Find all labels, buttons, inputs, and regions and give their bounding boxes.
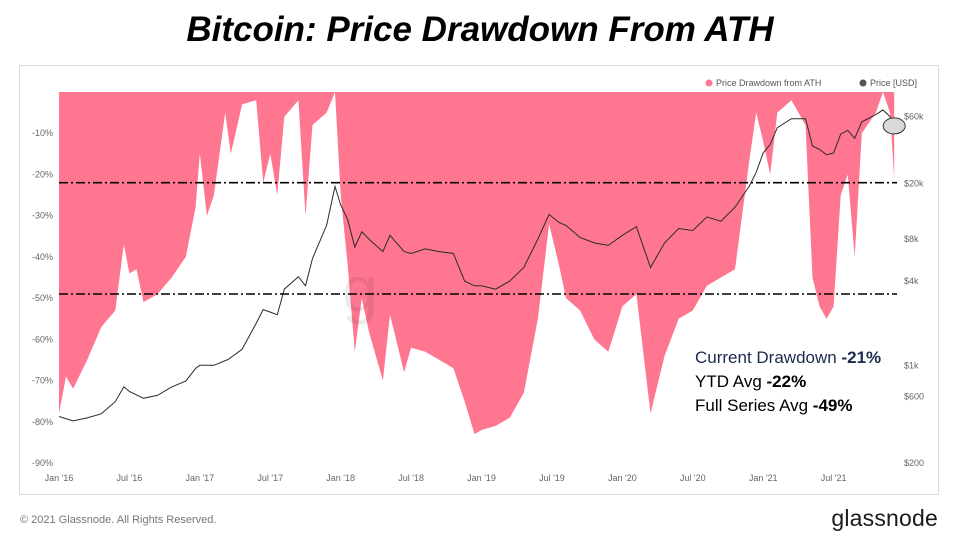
current-drawdown-label: Current Drawdown — [695, 348, 842, 367]
x-tick-label: Jul '17 — [257, 473, 283, 483]
x-tick-label: Jul '18 — [398, 473, 424, 483]
y-right-tick-label: $4k — [904, 276, 919, 286]
legend-price-label: Price [USD] — [870, 78, 917, 88]
x-tick-label: Jul '20 — [680, 473, 706, 483]
full-series-avg-row: Full Series Avg -49% — [695, 394, 881, 418]
y-right-tick-label: $20k — [904, 178, 924, 188]
full-series-avg-value: -49% — [812, 396, 853, 415]
x-tick-label: Jan '21 — [749, 473, 778, 483]
x-tick-label: Jan '18 — [326, 473, 355, 483]
full-series-avg-label: Full Series Avg — [695, 396, 813, 415]
legend-price-swatch — [859, 79, 867, 87]
y-left-tick-label: -40% — [32, 252, 53, 262]
y-left-tick-label: -80% — [32, 417, 53, 427]
watermark-icon: g — [342, 253, 378, 325]
current-drawdown-value: -21% — [841, 348, 882, 367]
drawdown-chart: g -10% -20% -30% -40% -50% -60% -70% -80% -90% $20… — [32, 78, 924, 483]
ytd-avg-label: YTD Avg — [695, 372, 767, 391]
y-left-tick-label: -10% — [32, 128, 53, 138]
copyright: © 2021 Glassnode. All Rights Reserved. — [20, 514, 217, 526]
current-point-marker — [882, 117, 906, 135]
legend-drawdown-label: Price Drawdown from ATH — [716, 78, 821, 88]
x-tick-label: Jan '19 — [467, 473, 496, 483]
ytd-avg-row: YTD Avg -22% — [695, 370, 881, 394]
x-tick-label: Jan '20 — [608, 473, 637, 483]
page-title: Bitcoin: Price Drawdown From ATH — [186, 10, 774, 49]
y-right-tick-label: $1k — [904, 360, 919, 370]
y-right-tick-label: $8k — [904, 234, 919, 244]
drawdown-area — [59, 92, 895, 435]
y-right-tick-label: $200 — [904, 458, 924, 468]
y-left-tick-label: -90% — [32, 458, 53, 468]
x-tick-label: Jul '21 — [821, 473, 847, 483]
y-left-tick-label: -20% — [32, 169, 53, 179]
y-left-tick-label: -50% — [32, 293, 53, 303]
x-tick-label: Jan '16 — [45, 473, 74, 483]
stats-box: Current Drawdown -21% YTD Avg -22% Full … — [695, 346, 881, 418]
y-left-tick-label: -70% — [32, 376, 53, 386]
ytd-avg-value: -22% — [766, 372, 807, 391]
y-left-tick-label: -30% — [32, 211, 53, 221]
price-line — [58, 109, 895, 422]
chart-frame: g -10% -20% -30% -40% -50% -60% -70% -80% -90% $20… — [19, 65, 939, 495]
y-right-tick-label: $60k — [904, 112, 924, 122]
y-left-tick-label: -60% — [32, 334, 53, 344]
x-tick-label: Jan '17 — [185, 473, 214, 483]
current-drawdown-row: Current Drawdown -21% — [695, 346, 881, 370]
x-tick-label: Jul '16 — [117, 473, 143, 483]
y-right-tick-label: $600 — [904, 391, 924, 401]
legend-drawdown-swatch — [705, 79, 713, 87]
brand-logo: glassnode — [831, 505, 938, 531]
x-tick-label: Jul '19 — [539, 473, 565, 483]
